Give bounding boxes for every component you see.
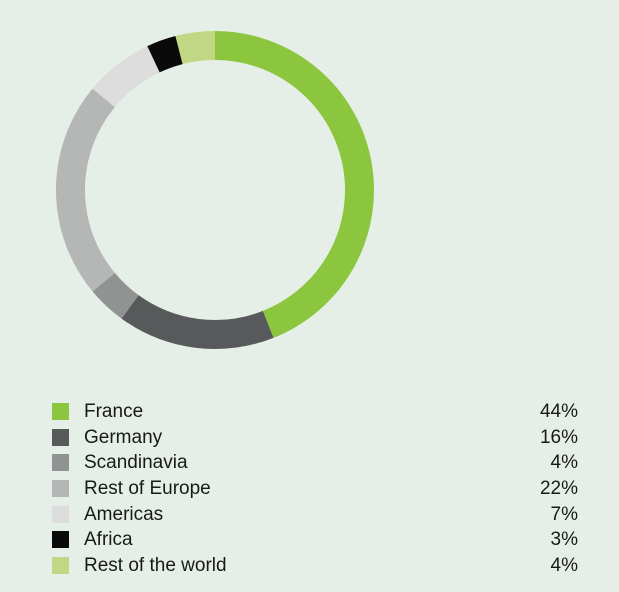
donut-segment-americas [92, 46, 160, 108]
legend-label: Africa [84, 529, 133, 551]
legend-swatch [52, 428, 69, 446]
legend-value: 44% [539, 401, 578, 423]
legend-item: Germany 16% [52, 425, 578, 451]
legend-swatch [52, 403, 69, 421]
legend-item: Americas 7% [52, 501, 578, 527]
legend-label: France [84, 401, 144, 423]
legend-value: 4% [550, 554, 578, 576]
legend-value: 16% [539, 426, 578, 448]
legend-label: Americas [84, 503, 164, 525]
legend-swatch [52, 480, 69, 498]
legend-swatch [52, 556, 69, 574]
donut-segment-france [214, 31, 374, 338]
legend-item: Rest of Europe 22% [52, 476, 578, 502]
legend-value: 7% [550, 503, 578, 525]
legend-item: France 44% [52, 399, 578, 425]
legend-label: Germany [84, 426, 163, 448]
legend-swatch [52, 505, 69, 523]
donut-segment-scandinavia [92, 272, 139, 319]
legend-value: 22% [539, 478, 578, 500]
legend-item: Scandinavia 4% [52, 450, 578, 476]
donut-chart [56, 31, 374, 349]
donut-segment-africa [147, 35, 183, 73]
legend-label: Scandinavia [84, 452, 188, 474]
donut-segment-rest-of-the-world [175, 31, 216, 65]
legend-value: 4% [550, 452, 578, 474]
donut-segment-germany [121, 294, 274, 349]
legend-item: Africa 3% [52, 527, 578, 553]
legend-label: Rest of the world [84, 554, 227, 576]
legend-item: Rest of the world 4% [52, 553, 578, 579]
chart-legend: France 44% Germany 16% Scandinavia 4% Rest of … [52, 399, 578, 578]
donut-segment-rest-of-europe [56, 88, 116, 292]
legend-label: Rest of Europe [84, 478, 211, 500]
legend-swatch [52, 454, 69, 472]
legend-value: 3% [550, 529, 578, 551]
legend-swatch [52, 531, 69, 549]
